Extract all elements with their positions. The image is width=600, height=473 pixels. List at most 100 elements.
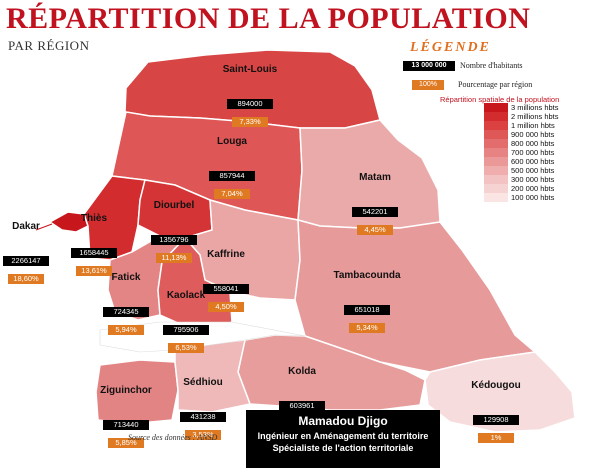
- legend-scale-label: 300 000 hbts: [511, 175, 555, 184]
- legend-scale-label: 700 000 hbts: [511, 148, 555, 157]
- region-percent: 11,13%: [156, 253, 192, 263]
- region-label: Saint-Louis 894000 7,33%: [210, 64, 290, 129]
- region-population: 795906: [163, 325, 209, 335]
- data-source: Source des données : ANSD: [128, 433, 218, 442]
- region-population: 558041: [203, 284, 249, 294]
- region-population: 431238: [180, 412, 226, 422]
- region-label: Kaolack 795906 6,53%: [146, 290, 226, 355]
- author-role-2: Spécialiste de l'action territoriale: [272, 443, 414, 453]
- region-ziguinchor[interactable]: [95, 359, 179, 425]
- legend-swatch: [484, 175, 508, 184]
- region-name: Fatick: [111, 272, 141, 283]
- legend-swatch: [484, 148, 508, 157]
- region-name: Kaolack: [166, 290, 206, 301]
- legend-scale-label: 800 000 hbts: [511, 139, 555, 148]
- region-name: Saint-Louis: [222, 64, 278, 75]
- region-name: Kédougou: [471, 380, 521, 391]
- legend-scale-row: 1 million hbts: [484, 121, 559, 130]
- region-population: 857944: [209, 171, 255, 181]
- gambia-enclave: [99, 321, 306, 353]
- region-label: Ziguinchor 713440 5,85%: [86, 385, 166, 450]
- region-label: Sédhiou 431238 3,53%: [163, 377, 243, 442]
- region-label: Dakar 2266147 18,60%: [0, 221, 66, 286]
- legend-scale-row: 100 000 hbts: [484, 193, 559, 202]
- legend-sample-percent: 100%: [412, 80, 444, 90]
- author-name: Mamadou Djigo: [298, 414, 388, 428]
- region-thies[interactable]: [83, 175, 146, 261]
- region-name: Louga: [217, 136, 247, 147]
- legend-swatch: [484, 139, 508, 148]
- legend-swatch: [484, 112, 508, 121]
- region-label: Fatick 724345 5,94%: [86, 272, 166, 337]
- region-label: Tambacounda 651018 5,34%: [327, 270, 407, 335]
- author-box: Mamadou Djigo Ingénieur en Aménagement d…: [246, 410, 440, 468]
- author-role-1: Ingénieur en Aménagement du territoire: [257, 431, 429, 441]
- region-label: Matam 542201 4,45%: [335, 172, 415, 237]
- region-kolda[interactable]: [237, 334, 426, 411]
- region-name: Thiès: [80, 213, 108, 224]
- legend-percent-label: Pourcentage par région: [458, 80, 533, 89]
- region-population: 1356796: [151, 235, 197, 245]
- region-name: Ziguinchor: [100, 385, 152, 396]
- region-percent: 5,94%: [108, 325, 144, 335]
- legend-scale-row: 900 000 hbts: [484, 130, 559, 139]
- region-percent: 4,50%: [208, 302, 244, 312]
- region-percent: 4,45%: [357, 225, 393, 235]
- legend-scale-row: 700 000 hbts: [484, 148, 559, 157]
- legend-scale: 3 millions hbts 2 millions hbts 1 million …: [484, 103, 559, 202]
- region-name: Sédhiou: [183, 377, 223, 388]
- region-percent: 7,04%: [214, 189, 250, 199]
- legend-swatch: [484, 166, 508, 175]
- region-population: 651018: [344, 305, 390, 315]
- region-percent: 7,33%: [232, 117, 268, 127]
- region-population: 713440: [103, 420, 149, 430]
- legend-scale-row: 800 000 hbts: [484, 139, 559, 148]
- legend-scale-label: 2 millions hbts: [511, 112, 559, 121]
- dakar-pointer: [35, 223, 53, 231]
- legend-scale-label: 3 millions hbts: [511, 103, 559, 112]
- legend-scale-label: 1 million hbts: [511, 121, 555, 130]
- region-label: Kédougou 129908 1%: [456, 380, 536, 445]
- region-population: 603961: [279, 401, 325, 411]
- region-percent: 6,53%: [168, 343, 204, 353]
- legend-scale-label: 100 000 hbts: [511, 193, 555, 202]
- legend-scale-label: 600 000 hbts: [511, 157, 555, 166]
- region-population: 724345: [103, 307, 149, 317]
- legend-swatch: [484, 130, 508, 139]
- region-label: Louga 857944 7,04%: [192, 136, 272, 201]
- region-name: Tambacounda: [333, 270, 401, 281]
- region-percent: 5,85%: [108, 438, 144, 448]
- legend-scale-label: 200 000 hbts: [511, 184, 555, 193]
- legend-swatch: [484, 184, 508, 193]
- region-population: 129908: [473, 415, 519, 425]
- map-subtitle: PAR RÉGION: [8, 38, 90, 53]
- region-name: Kolda: [288, 366, 316, 377]
- region-name: Matam: [359, 172, 391, 183]
- map-title: RÉPARTITION DE LA POPULATION: [6, 2, 531, 35]
- legend-scale-label: 500 000 hbts: [511, 166, 555, 175]
- region-percent: 3,53%: [185, 430, 221, 440]
- legend-scale-row: 600 000 hbts: [484, 157, 559, 166]
- region-percent: 5,34%: [349, 323, 385, 333]
- legend-population-label: Nombre d'habitants: [460, 61, 523, 70]
- region-percent: 1%: [478, 433, 514, 443]
- legend-swatch: [484, 193, 508, 202]
- legend-scale-row: 300 000 hbts: [484, 175, 559, 184]
- region-population: 1658445: [71, 248, 117, 258]
- legend-scale-row: 500 000 hbts: [484, 166, 559, 175]
- legend-scale-title: Répartition spatiale de la population: [440, 95, 560, 104]
- legend-scale-row: 3 millions hbts: [484, 103, 559, 112]
- legend-scale-label: 900 000 hbts: [511, 130, 555, 139]
- legend-swatch: [484, 103, 508, 112]
- region-kedougou[interactable]: [424, 351, 576, 433]
- region-population: 894000: [227, 99, 273, 109]
- region-label: Diourbel 1356796 11,13%: [134, 200, 214, 265]
- legend-scale-row: 2 millions hbts: [484, 112, 559, 121]
- region-population: 542201: [352, 207, 398, 217]
- region-percent: 18,60%: [8, 274, 44, 284]
- legend-swatch: [484, 157, 508, 166]
- legend-swatch: [484, 121, 508, 130]
- region-name: Kaffrine: [207, 249, 245, 260]
